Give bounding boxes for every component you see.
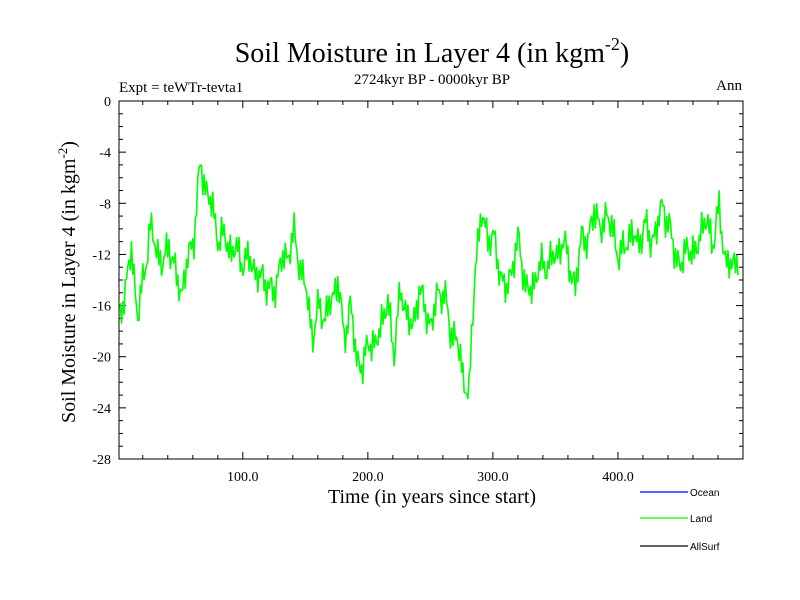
legend: Ocean Land AllSurf xyxy=(640,488,720,553)
y-tick-label: 0 xyxy=(104,95,111,110)
series-line-land xyxy=(118,164,739,400)
legend-label-ocean: Ocean xyxy=(690,488,719,499)
y-tick-label: -12 xyxy=(92,248,111,263)
x-axis: 100.0 200.0 300.0 400.0 xyxy=(142,101,744,485)
chart-title: Soil Moisture in Layer 4 (in kgm-2) xyxy=(235,34,630,69)
chart-subtitle: 2724kyr BP - 0000kyr BP xyxy=(354,72,510,88)
season-label: Ann xyxy=(716,78,742,94)
y-tick-label: -16 xyxy=(92,300,111,315)
plot-frame xyxy=(118,100,744,460)
y-axis: 0 -4 -8 -12 -16 -20 -24 -28 xyxy=(92,95,743,468)
y-tick-label: -4 xyxy=(99,146,111,161)
y-tick-label: -24 xyxy=(92,402,111,417)
x-tick-label: 400.0 xyxy=(602,470,634,485)
y-tick-label: -20 xyxy=(92,351,111,366)
x-tick-label: 300.0 xyxy=(477,470,509,485)
legend-label-land: Land xyxy=(690,514,712,525)
x-tick-label: 200.0 xyxy=(352,470,384,485)
x-tick-label: 100.0 xyxy=(227,470,259,485)
y-axis-label: Soil Moisture in Layer 4 (in kgm-2) xyxy=(55,141,80,423)
x-axis-label: Time (in years since start) xyxy=(328,486,536,508)
series-layer xyxy=(118,164,739,400)
y-tick-label: -8 xyxy=(99,197,111,212)
experiment-label: Expt = teWTr-tevta1 xyxy=(119,80,243,96)
y-tick-label: -28 xyxy=(92,453,111,468)
legend-label-allsurf: AllSurf xyxy=(690,542,720,553)
